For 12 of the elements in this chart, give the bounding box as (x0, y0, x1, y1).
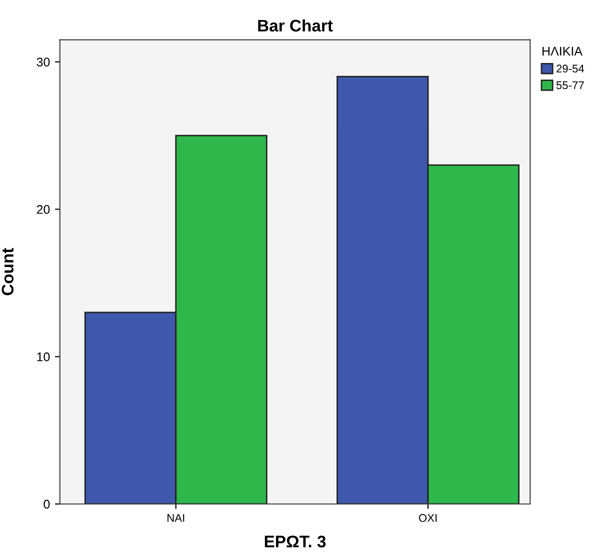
chart-title: Bar Chart (258, 19, 333, 32)
legend-label: 55-77 (556, 81, 584, 90)
y-axis-title: Count (2, 248, 14, 296)
legend-label: 29-54 (556, 64, 584, 73)
x-axis-title: ΕΡΩΤ. 3 (264, 536, 326, 548)
y-tick-label: 20 (36, 205, 50, 214)
y-tick-label: 10 (37, 352, 50, 362)
x-tick-label: ΟΧΙ (418, 514, 437, 522)
legend-title: ΗΛΙΚΙΑ (542, 46, 582, 56)
y-tick-label: 30 (36, 58, 50, 67)
y-tick-label: 0 (44, 500, 50, 509)
x-tick-label: ΝΑΙ (168, 514, 184, 522)
